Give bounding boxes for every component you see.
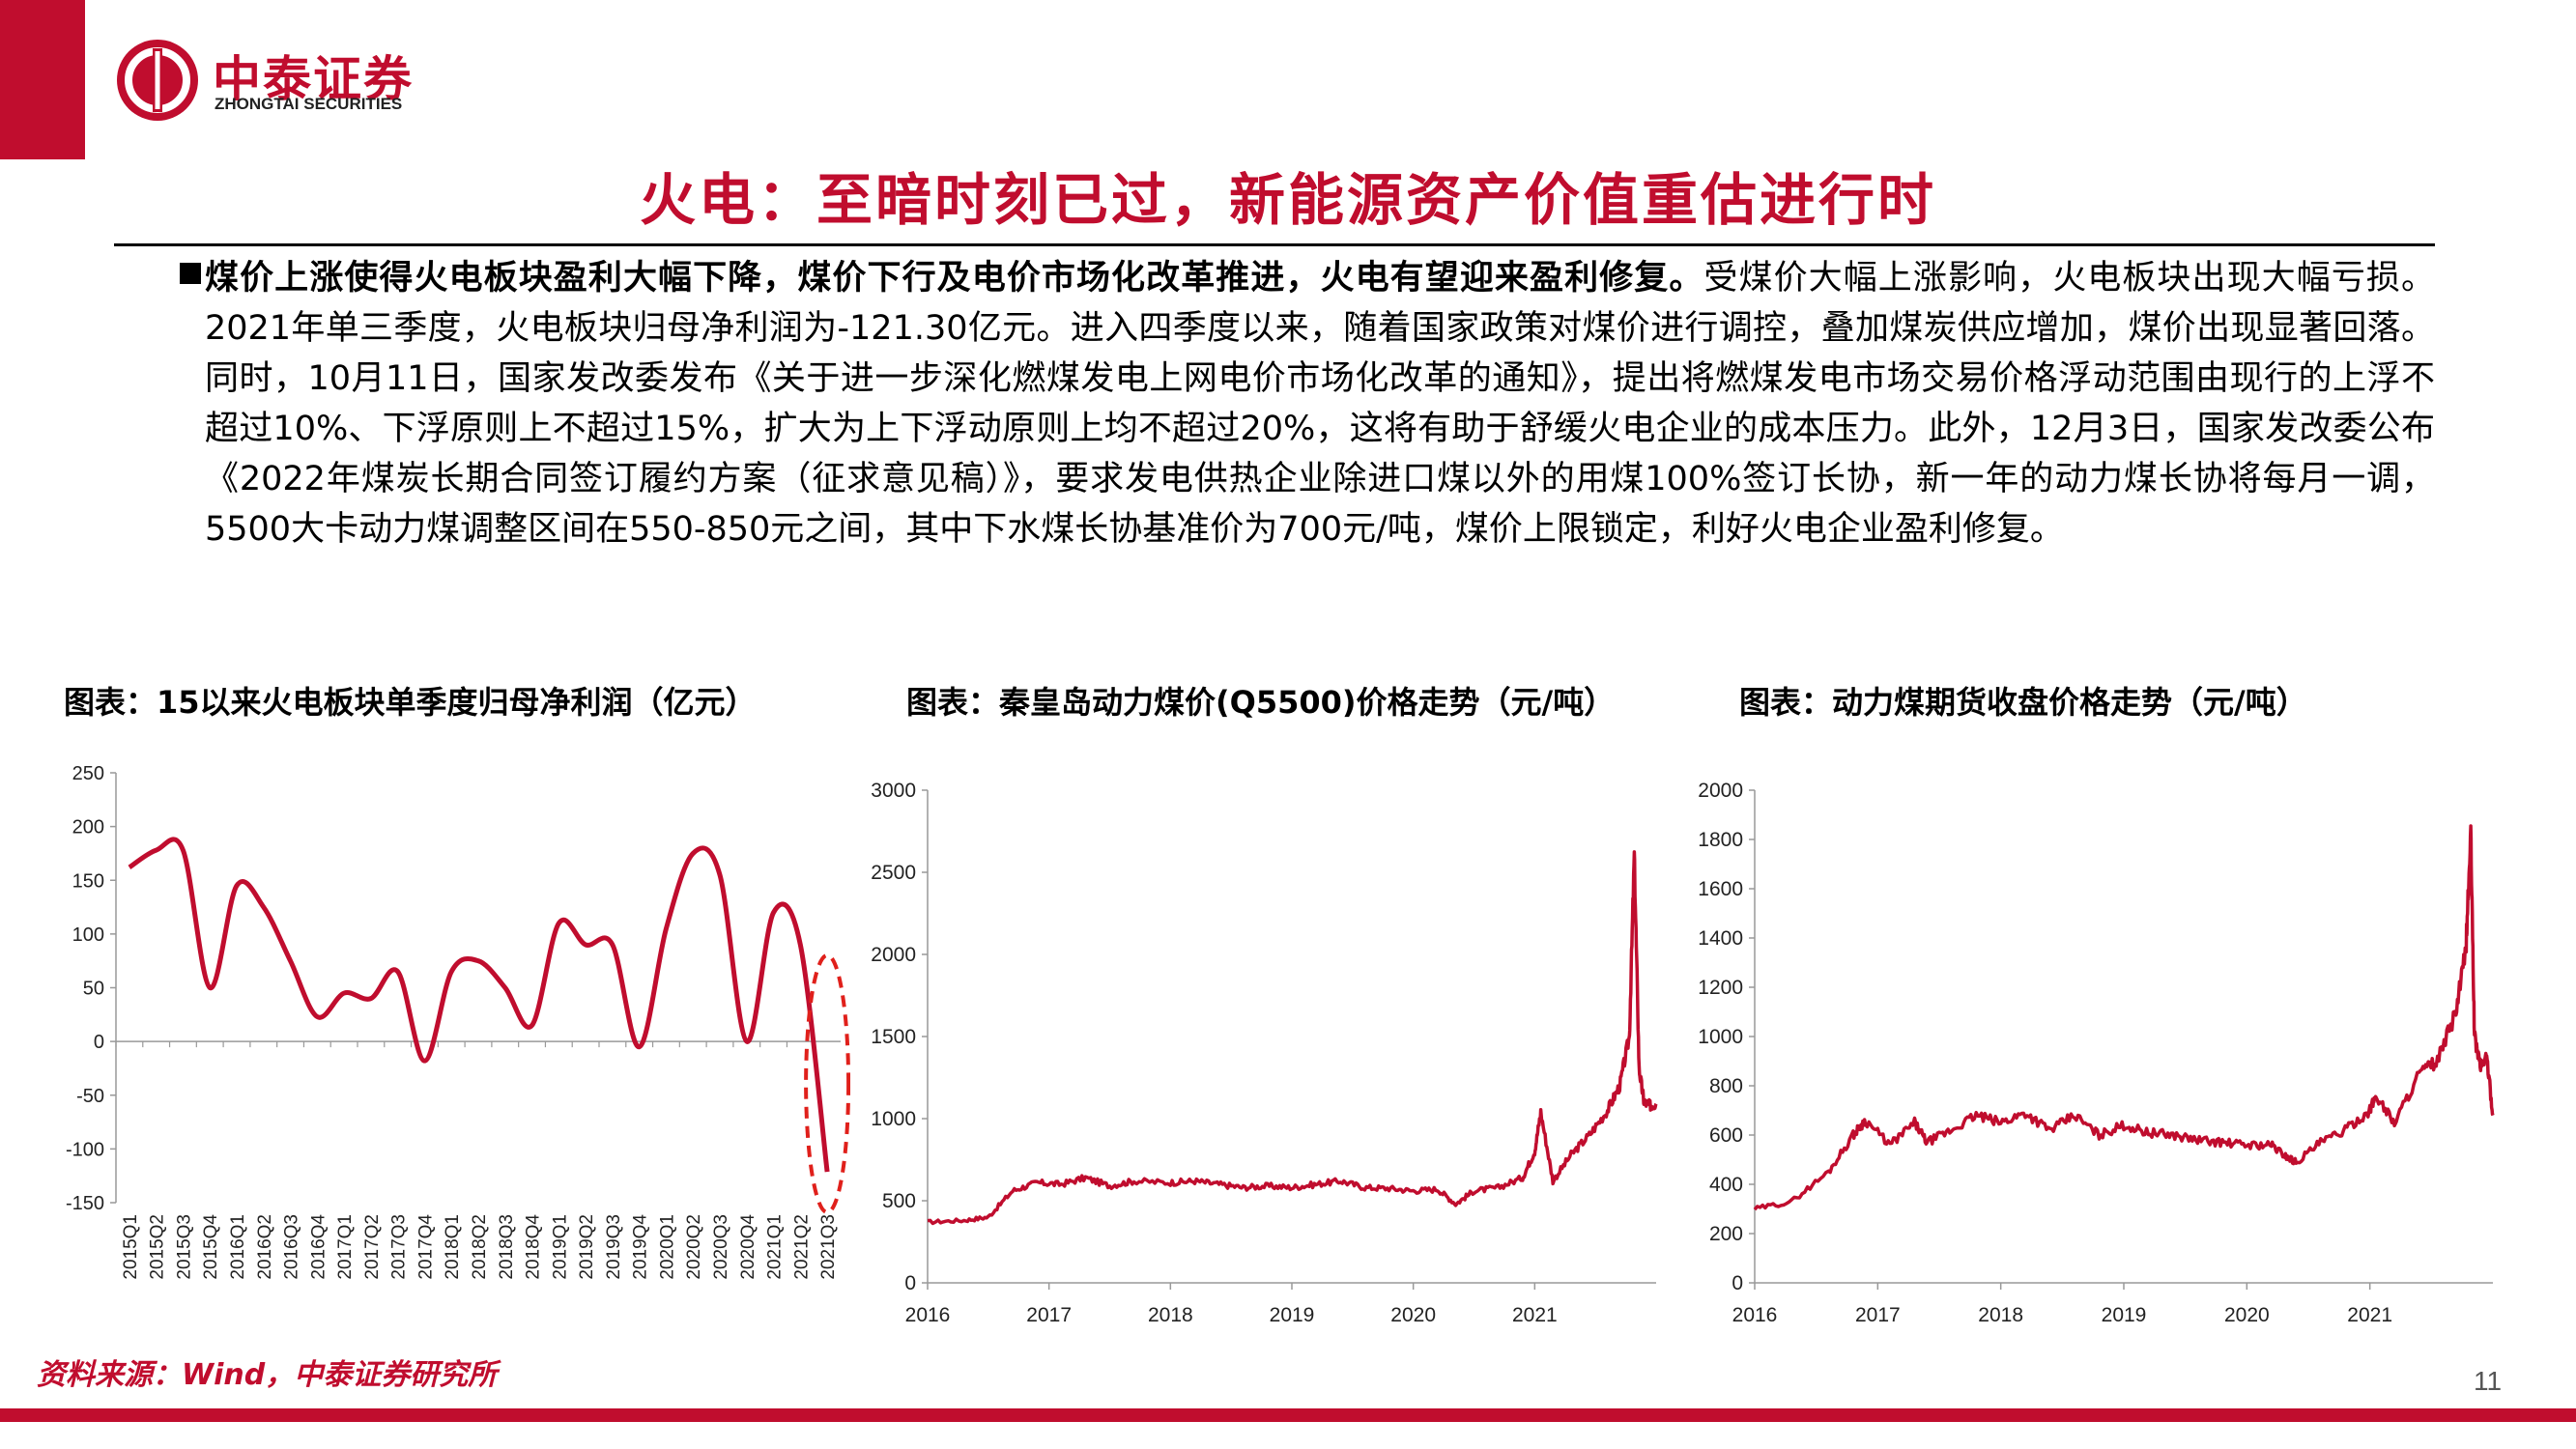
title-divider	[114, 243, 2435, 246]
chart1-caption: 图表：15以来火电板块单季度归母净利润（亿元）	[64, 684, 757, 721]
corner-accent-bar	[0, 0, 85, 159]
x-tick-label: 2019Q2	[577, 1214, 597, 1280]
y-tick-label: 100	[72, 924, 104, 946]
x-tick-label: 2019	[2102, 1304, 2147, 1326]
chart-qhd-price: 3000 2500 2000 1500 1000 500 0 2016 2017 2018 2019…	[870, 753, 1681, 1337]
logo-mark-icon	[117, 40, 198, 121]
price-series-line	[1753, 824, 2495, 1211]
x-tick-label: 2020Q4	[738, 1214, 758, 1280]
y-tick-label: 0	[904, 1272, 916, 1294]
x-tick-label: 2017Q3	[389, 1214, 410, 1280]
y-tick-label: 1000	[871, 1108, 916, 1130]
x-tick-label: 2021Q1	[765, 1214, 786, 1280]
y-tick-label: 150	[72, 870, 104, 892]
y-tick-label: 1800	[1698, 829, 1743, 851]
x-tick-label: 2018Q2	[470, 1214, 490, 1280]
x-tick-label: 2015Q4	[201, 1214, 221, 1280]
y-tick-label: 200	[72, 817, 104, 838]
y-tick-label: 2000	[1698, 780, 1743, 802]
x-tick-label: 2020	[2224, 1304, 2270, 1326]
profit-chart-svg: 250 200 150 100 50 0 -50 -100 -150 2015Q1 2015Q2 20…	[66, 763, 851, 1280]
y-tick-label: 500	[882, 1190, 916, 1212]
x-tick-label: 2016Q1	[228, 1214, 248, 1280]
profit-series-line	[128, 837, 830, 1173]
price-series-line	[927, 850, 1658, 1226]
y-tick-label: 0	[1732, 1272, 1743, 1294]
x-tick-label: 2019Q3	[604, 1214, 624, 1280]
body-paragraph: 煤价上涨使得火电板块盈利大幅下降，煤价下行及电价市场化改革推进，火电有望迎来盈利…	[205, 253, 2435, 554]
x-tick-label: 2016Q3	[282, 1214, 302, 1280]
x-tick-label: 2017Q4	[415, 1214, 436, 1280]
bullet-square-icon	[180, 263, 201, 284]
company-logo: 中泰证券 ZHONGTAI SECURITIES	[114, 37, 443, 124]
page-number: 11	[2474, 1366, 2503, 1396]
y-tick-label: 50	[83, 979, 104, 1000]
y-tick-label: 1600	[1698, 878, 1743, 900]
highlight-ellipse	[804, 952, 851, 1215]
y-tick-label: 400	[1709, 1174, 1743, 1196]
x-tick-label: 2017Q1	[335, 1214, 356, 1280]
x-tick-label: 2021Q3	[818, 1214, 839, 1280]
x-tick-label: 2018	[1978, 1304, 2023, 1326]
x-tick-label: 2016	[1732, 1304, 1778, 1326]
x-tick-label: 2017Q2	[362, 1214, 383, 1280]
x-tick-label: 2016Q4	[308, 1214, 329, 1280]
chart2-caption: 图表：秦皇岛动力煤价(Q5500)价格走势（元/吨）	[906, 684, 1616, 721]
y-tick-label: 1200	[1698, 977, 1743, 999]
x-tick-label: 2018Q4	[524, 1214, 544, 1280]
x-tick-label: 2020	[1390, 1304, 1436, 1326]
paragraph-lead: 煤价上涨使得火电板块盈利大幅下降，煤价下行及电价市场化改革推进，火电有望迎来盈利…	[205, 259, 1704, 298]
x-tick-label: 2019Q1	[550, 1214, 570, 1280]
qhd-price-chart-svg: 3000 2500 2000 1500 1000 500 0 2016 2017 2018 2019…	[871, 780, 1658, 1326]
y-tick-label: 0	[94, 1032, 104, 1053]
brand-name-cn: 中泰证券	[213, 51, 414, 107]
y-tick-label: 250	[72, 763, 104, 784]
y-tick-label: 2500	[871, 862, 916, 884]
x-tick-label: 2016	[905, 1304, 951, 1326]
y-tick-label: 800	[1709, 1075, 1743, 1097]
bottom-accent-bar	[0, 1408, 2576, 1422]
x-tick-label: 2017	[1855, 1304, 1901, 1326]
x-tick-label: 2018Q1	[443, 1214, 463, 1280]
x-tick-label: 2021	[2347, 1304, 2392, 1326]
y-tick-label: 200	[1709, 1223, 1743, 1245]
source-note: 资料来源：Wind，中泰证券研究所	[37, 1358, 498, 1392]
x-tick-label: 2020Q3	[711, 1214, 731, 1280]
y-tick-label: -100	[66, 1139, 104, 1160]
x-tick-label: 2018Q3	[497, 1214, 517, 1280]
x-tick-label: 2015Q1	[121, 1214, 141, 1280]
x-tick-label: 2020Q1	[657, 1214, 677, 1280]
x-tick-label: 2021	[1512, 1304, 1558, 1326]
y-tick-label: 3000	[871, 780, 916, 802]
y-tick-label: 1000	[1698, 1026, 1743, 1048]
y-tick-label: 1400	[1698, 927, 1743, 950]
x-tick-label: 2017	[1026, 1304, 1072, 1326]
chart3-caption: 图表：动力煤期货收盘价格走势（元/吨）	[1739, 684, 2307, 721]
chart-futures-price: 2000 1800 1600 1400 1200 1000 800 600 400 200 0 201…	[1681, 753, 2512, 1337]
brand-name-en: ZHONGTAI SECURITIES	[215, 95, 403, 113]
paragraph-body: 受煤价大幅上涨影响，火电板块出现大幅亏损。2021年单三季度，火电板块归母净利润…	[205, 259, 2435, 549]
y-tick-label: -50	[76, 1086, 104, 1107]
x-tick-label: 2018	[1148, 1304, 1193, 1326]
page-title: 火电：至暗时刻已过，新能源资产价值重估进行时	[639, 167, 1936, 233]
x-tick-label: 2021Q2	[791, 1214, 812, 1280]
x-tick-label: 2020Q2	[684, 1214, 704, 1280]
y-tick-label: 1500	[871, 1026, 916, 1048]
y-tick-label: 2000	[871, 944, 916, 966]
x-tick-label: 2016Q2	[255, 1214, 275, 1280]
x-tick-label: 2019	[1270, 1304, 1315, 1326]
x-tick-label: 2015Q3	[174, 1214, 194, 1280]
x-tick-label: 2019Q4	[631, 1214, 651, 1280]
futures-price-chart-svg: 2000180016001400120010008006004002000201…	[1698, 780, 2495, 1326]
x-tick-label: 2015Q2	[148, 1214, 168, 1280]
chart-profit: 250 200 150 100 50 0 -50 -100 -150 2015Q1 2015Q2 20…	[39, 753, 851, 1318]
y-tick-label: 600	[1709, 1124, 1743, 1147]
y-tick-label: -150	[66, 1193, 104, 1214]
